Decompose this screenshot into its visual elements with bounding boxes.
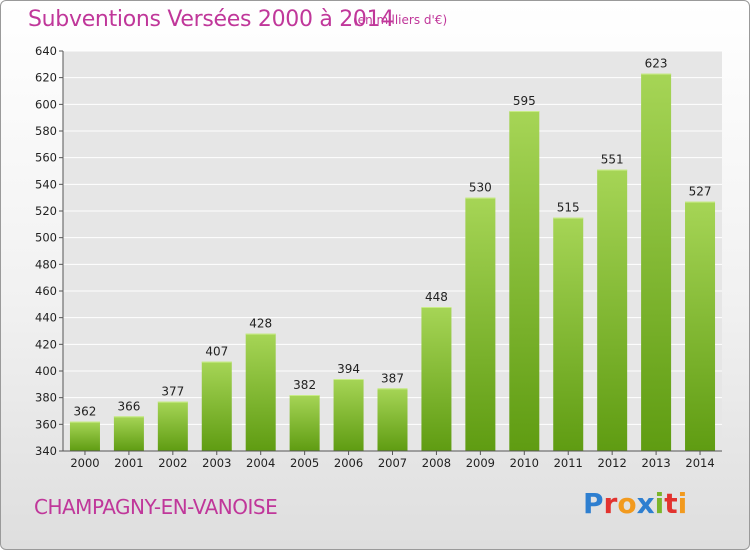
y-tick-label: 420 bbox=[35, 337, 57, 351]
x-tick-label-2001: 2001 bbox=[114, 456, 143, 470]
proxiti-logo: Proxiti bbox=[583, 487, 687, 520]
data-label-2010: 595 bbox=[513, 94, 536, 108]
data-label-2011: 515 bbox=[557, 201, 580, 215]
bar-2002 bbox=[157, 401, 188, 451]
data-label-2009: 530 bbox=[469, 181, 492, 195]
bar-2005 bbox=[289, 395, 320, 451]
bar-2008 bbox=[421, 307, 452, 451]
logo-letter: P bbox=[583, 487, 604, 520]
data-label-2003: 407 bbox=[205, 345, 228, 359]
x-tick-label-2005: 2005 bbox=[290, 456, 319, 470]
bar-2004 bbox=[245, 333, 276, 451]
y-tick-label: 620 bbox=[35, 71, 57, 85]
y-tick-label: 500 bbox=[35, 231, 57, 245]
bar-2012 bbox=[597, 169, 628, 451]
data-labels: 362 366 377 407 428 382 394 387 448 530 595 515 551 6… bbox=[74, 57, 712, 419]
y-tick-label: 540 bbox=[35, 177, 57, 191]
logo-letter: t bbox=[664, 487, 678, 520]
logo-letter: i bbox=[654, 487, 665, 520]
data-label-2007: 387 bbox=[381, 371, 404, 385]
y-tick-label: 520 bbox=[35, 204, 57, 218]
x-tick-label-2002: 2002 bbox=[158, 456, 187, 470]
y-axis: 340 360 380 400 420 440 460 480 500 520 540 560 580 6… bbox=[35, 44, 64, 458]
commune-name: CHAMPAGNY-EN-VANOISE bbox=[34, 495, 278, 519]
bar-2014 bbox=[685, 201, 716, 451]
y-tick-label: 380 bbox=[35, 391, 57, 405]
bar-2000 bbox=[69, 421, 100, 451]
y-tick-label: 400 bbox=[35, 364, 57, 378]
x-tick-label-2013: 2013 bbox=[641, 456, 670, 470]
y-tick-label: 560 bbox=[35, 151, 57, 165]
y-tick-label: 340 bbox=[35, 444, 57, 458]
x-tick-label-2009: 2009 bbox=[466, 456, 495, 470]
x-tick-label-2011: 2011 bbox=[554, 456, 583, 470]
bar-2003 bbox=[201, 361, 232, 451]
bar-2001 bbox=[113, 416, 144, 451]
y-tick-label: 580 bbox=[35, 124, 57, 138]
data-label-2002: 377 bbox=[161, 385, 184, 399]
y-tick-label: 360 bbox=[35, 417, 57, 431]
x-tick-label-2000: 2000 bbox=[70, 456, 99, 470]
data-label-2000: 362 bbox=[74, 405, 97, 419]
x-axis: 2000 2001 2002 2003 2004 2005 2006 2007 2008 2009… bbox=[63, 450, 722, 470]
logo-letter: o bbox=[617, 487, 637, 520]
x-tick-label-2007: 2007 bbox=[378, 456, 407, 470]
x-tick-label-2004: 2004 bbox=[246, 456, 275, 470]
chart-title: Subventions Versées 2000 à 2014 bbox=[28, 7, 395, 32]
y-tick-label: 440 bbox=[35, 311, 57, 325]
data-label-2013: 623 bbox=[645, 57, 668, 71]
bar-2011 bbox=[553, 217, 584, 451]
logo-letter: r bbox=[603, 487, 618, 520]
bar-2007 bbox=[377, 388, 408, 451]
data-label-2012: 551 bbox=[601, 153, 624, 167]
data-label-2008: 448 bbox=[425, 290, 448, 304]
data-label-2005: 382 bbox=[293, 378, 316, 392]
bar-2006 bbox=[333, 379, 364, 451]
y-tick-label: 600 bbox=[35, 97, 57, 111]
data-label-2004: 428 bbox=[249, 317, 272, 331]
x-tick-label-2006: 2006 bbox=[334, 456, 363, 470]
bar-2013 bbox=[641, 73, 672, 452]
bar-2010 bbox=[509, 111, 540, 451]
data-label-2006: 394 bbox=[337, 362, 360, 376]
x-tick-label-2014: 2014 bbox=[685, 456, 714, 470]
y-tick-label: 640 bbox=[35, 44, 57, 58]
data-label-2001: 366 bbox=[117, 399, 140, 413]
chart-unit-note: (en milliers d'€) bbox=[353, 13, 448, 27]
logo-letter: x bbox=[636, 487, 655, 520]
x-tick-label-2010: 2010 bbox=[510, 456, 539, 470]
y-tick-label: 460 bbox=[35, 284, 57, 298]
logo-letter: i bbox=[677, 487, 688, 520]
y-tick-label: 480 bbox=[35, 257, 57, 271]
x-tick-label-2003: 2003 bbox=[202, 456, 231, 470]
x-tick-label-2012: 2012 bbox=[598, 456, 627, 470]
bar-2009 bbox=[465, 197, 496, 451]
x-tick-label-2008: 2008 bbox=[422, 456, 451, 470]
bars bbox=[69, 73, 716, 452]
data-label-2014: 527 bbox=[689, 185, 712, 199]
